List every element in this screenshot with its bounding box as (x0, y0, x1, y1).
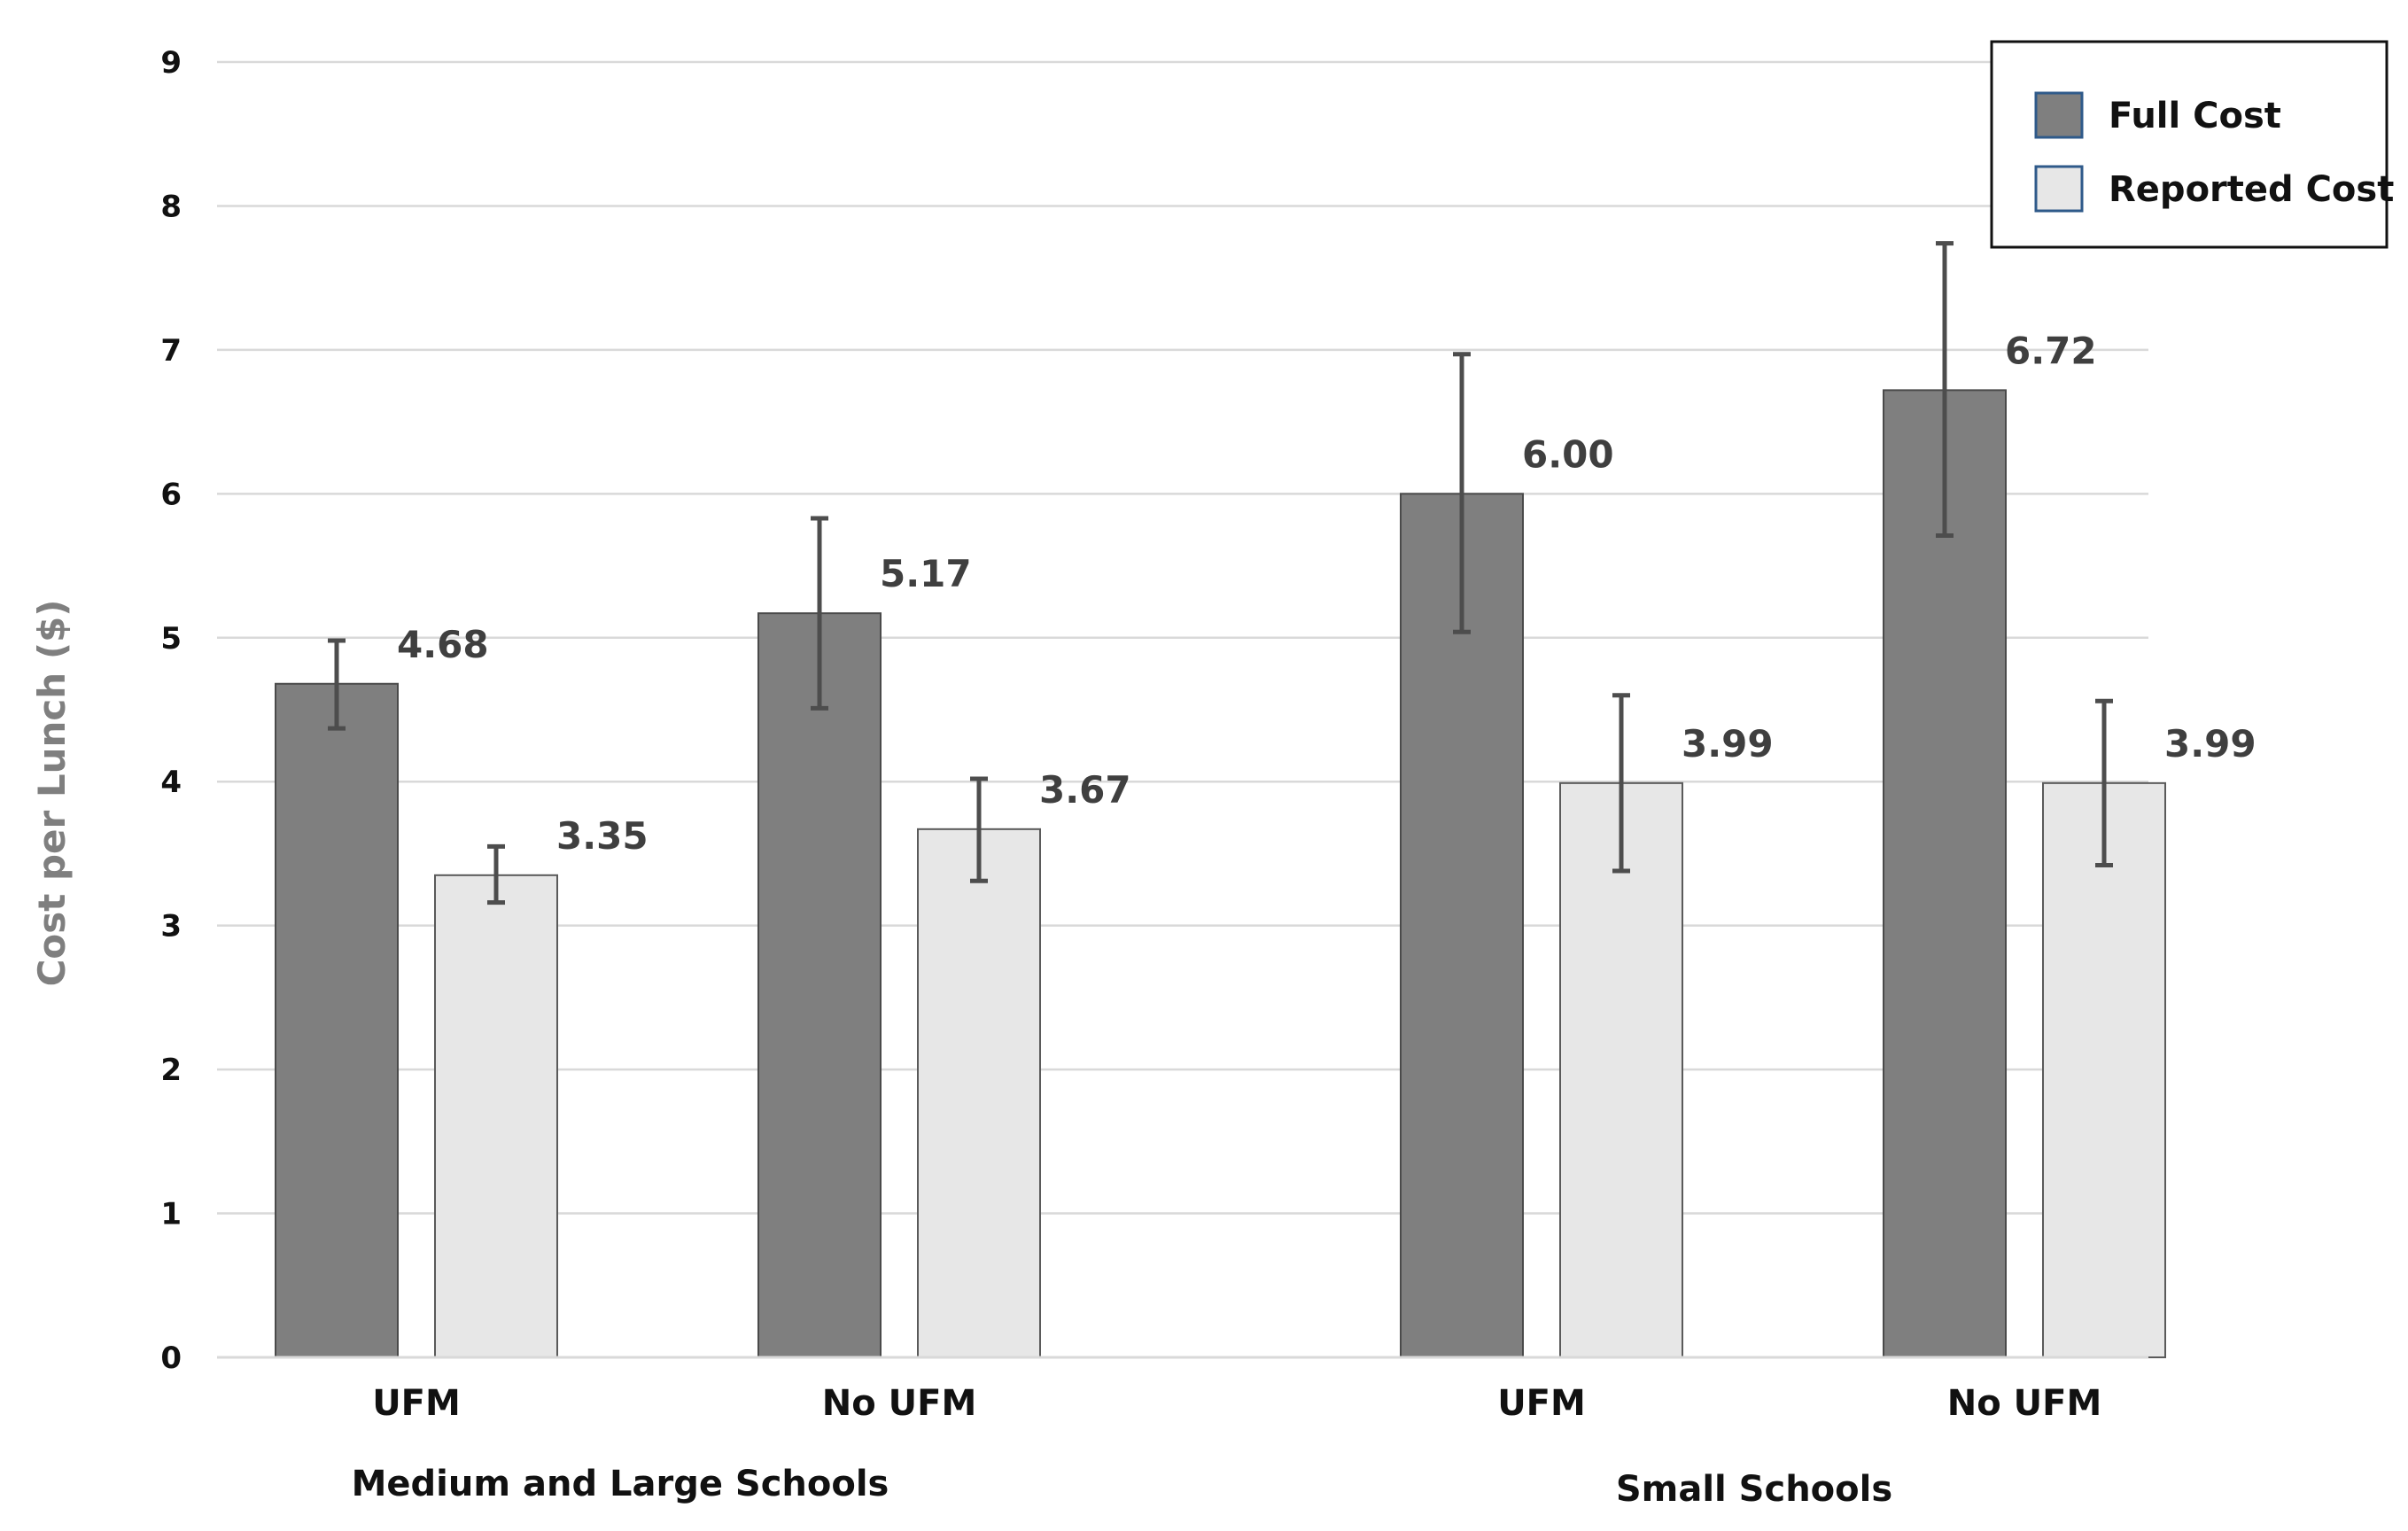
legend-swatch-full-cost (2034, 91, 2084, 139)
data-label-full-cost-2: 5.17 (880, 552, 972, 595)
y-tick-label-7: 7 (160, 333, 182, 369)
x-axis-groups: Medium and Large Schools Small Schools (352, 1464, 1893, 1510)
legend: Full Cost Reported Cost (1990, 40, 2394, 249)
x-category-label-2: No UFM (822, 1383, 977, 1424)
x-axis-categories: UFM No UFM UFM No UFM (372, 1383, 2101, 1424)
x-group-label-2: Small Schools (1616, 1469, 1892, 1510)
y-tick-label-4: 4 (160, 765, 182, 800)
data-labels: 4.68 5.17 6.00 6.72 3.35 3.67 3.99 3.99 (397, 329, 2257, 857)
y-tick-label-3: 3 (160, 909, 182, 944)
x-group-label-1: Medium and Large Schools (352, 1464, 889, 1504)
y-tick-label-8: 8 (160, 189, 182, 224)
legend-label-full-cost: Full Cost (2109, 96, 2281, 136)
y-axis-ticks: 0 1 2 3 4 5 6 7 8 9 (160, 45, 182, 1376)
error-bar-reported-cost-1 (487, 843, 505, 905)
bar-reported-cost-1 (434, 874, 558, 1358)
y-axis-title: Cost per Lunch ($) (30, 600, 74, 987)
error-bar-full-cost-2 (811, 516, 828, 711)
error-bar-reported-cost-4 (2095, 698, 2113, 867)
y-tick-label-5: 5 (160, 621, 182, 657)
bar-full-cost-3 (1400, 493, 1524, 1358)
x-category-label-3: UFM (1497, 1383, 1586, 1424)
legend-label-reported-cost: Reported Cost (2109, 169, 2394, 210)
bar-full-cost-2 (757, 612, 882, 1358)
error-bar-reported-cost-3 (1612, 693, 1630, 874)
x-category-label-4: No UFM (1947, 1383, 2102, 1424)
data-label-reported-cost-1: 3.35 (556, 814, 649, 858)
error-bar-reported-cost-2 (970, 776, 988, 883)
error-bar-full-cost-3 (1453, 352, 1471, 634)
data-label-full-cost-4: 6.72 (2005, 329, 2097, 372)
bar-reported-cost-4 (2042, 781, 2166, 1358)
bar-reported-cost-2 (917, 828, 1041, 1358)
data-label-reported-cost-3: 3.99 (1682, 722, 1774, 766)
data-label-reported-cost-4: 3.99 (2164, 722, 2257, 766)
legend-box (1990, 40, 2389, 249)
y-tick-label-9: 9 (160, 45, 182, 81)
error-bar-full-cost-4 (1936, 241, 1954, 538)
error-bar-full-cost-1 (328, 638, 346, 731)
bar-full-cost-1 (275, 682, 399, 1358)
data-label-reported-cost-2: 3.67 (1039, 768, 1131, 812)
legend-swatch-reported-cost (2034, 165, 2084, 213)
x-category-label-1: UFM (372, 1383, 461, 1424)
y-tick-label-1: 1 (160, 1197, 182, 1232)
y-tick-label-2: 2 (160, 1053, 182, 1088)
y-tick-label-0: 0 (160, 1341, 182, 1376)
bars (275, 389, 2166, 1359)
error-bars (328, 241, 2113, 905)
data-label-full-cost-1: 4.68 (397, 623, 489, 666)
data-label-full-cost-3: 6.00 (1522, 432, 1614, 476)
y-tick-label-6: 6 (160, 477, 182, 512)
